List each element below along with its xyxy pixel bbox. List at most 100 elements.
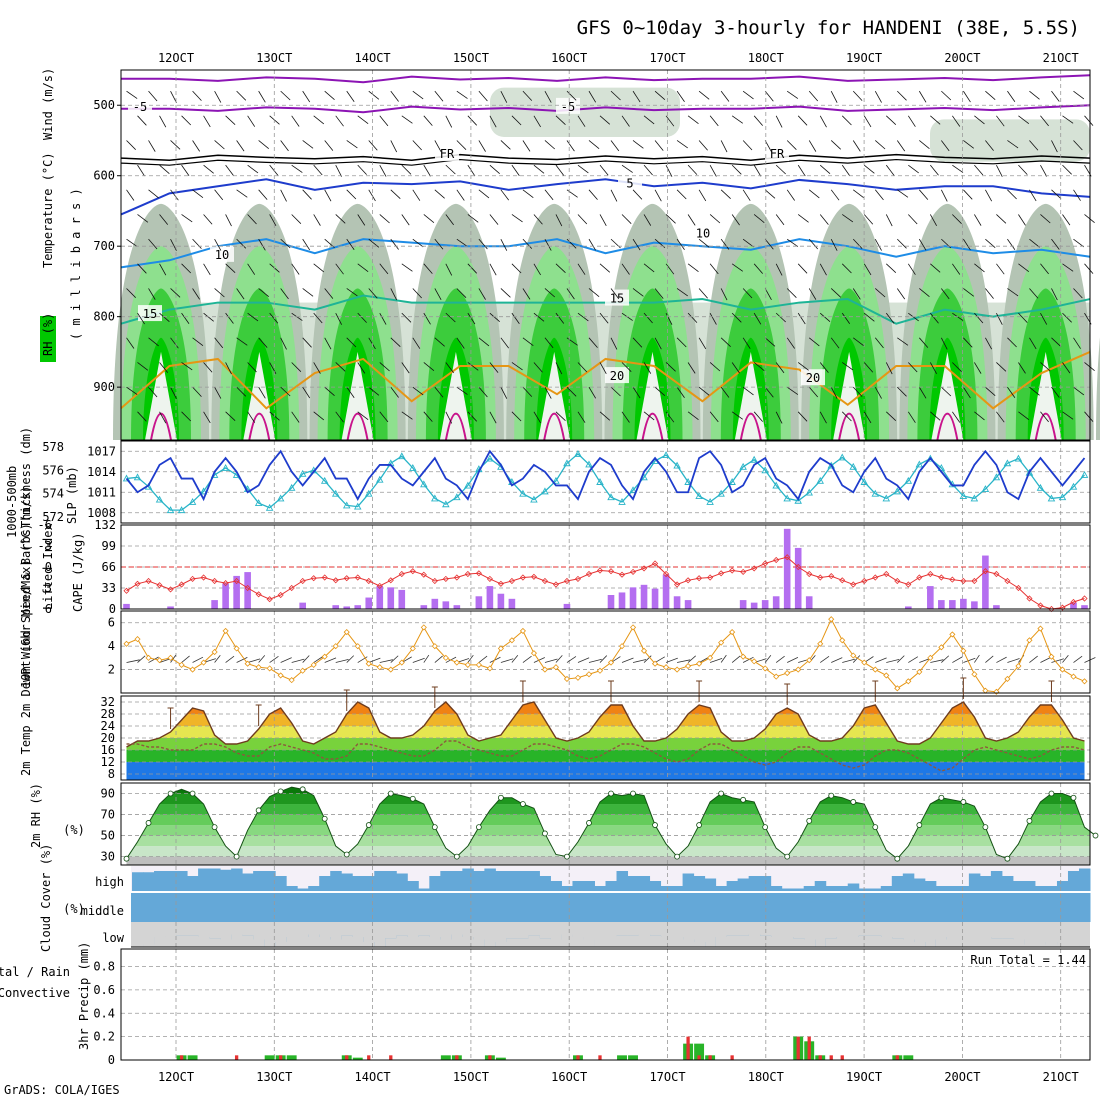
wind-barb: [941, 140, 950, 152]
cloud-bar: [1012, 893, 1025, 922]
temp-band: [126, 750, 1085, 762]
wind-barb: [753, 411, 763, 422]
thickness-point: [882, 494, 891, 502]
rh-point: [321, 815, 328, 822]
wind-barb: [126, 90, 138, 99]
lifted-index-point: [178, 581, 185, 588]
wind-barb: [225, 362, 232, 375]
wind-barb: [148, 90, 158, 102]
cloud-bar: [979, 876, 992, 891]
cloud-bar: [693, 893, 706, 922]
rh-point: [277, 788, 284, 795]
wind-barb: [456, 337, 465, 349]
cloud-low-bar: [836, 937, 849, 947]
cloud-bar: [616, 893, 629, 922]
cloud-bar: [385, 893, 397, 922]
wind-barb: [203, 115, 211, 128]
thickness-point: [761, 466, 769, 474]
lifted-index-point: [651, 560, 659, 567]
wind-barb: [335, 263, 344, 275]
thickness-point: [838, 453, 847, 461]
lifted-index-point: [211, 577, 218, 585]
cloud-low-bar: [407, 937, 419, 947]
wind-barb: [170, 337, 179, 349]
thickness-point: [221, 464, 230, 471]
wind-barb: [203, 312, 214, 322]
wind-barb: [379, 164, 387, 177]
wind-barb: [225, 263, 236, 273]
cape-bar: [761, 600, 769, 609]
wind-barb-10m: [731, 655, 741, 663]
wind-barb: [1051, 189, 1062, 199]
lifted-index-point: [662, 570, 670, 578]
wind-barb: [379, 214, 390, 224]
wind-barb: [1040, 362, 1051, 372]
wind-barb: [478, 238, 488, 250]
wind-speed-point: [222, 627, 229, 634]
wind-barb: [346, 90, 355, 103]
pressure-tick-label: 700: [93, 239, 115, 253]
wind-barb: [247, 411, 256, 423]
wind-barb: [1073, 337, 1081, 349]
cloud-bar: [176, 893, 188, 922]
wind-barb: [1051, 386, 1060, 398]
wind-barb: [599, 362, 607, 375]
wind-barb: [786, 238, 799, 247]
bottom-date-label: 14OCT: [355, 1070, 391, 1084]
rh-tick-label: 30: [101, 850, 115, 864]
wind-barb: [1029, 288, 1039, 299]
wind-barb: [478, 189, 490, 199]
wind-barb-10m: [764, 654, 772, 663]
wind-speed-point: [552, 664, 560, 671]
wind-barb: [170, 238, 177, 251]
cloud-low-bar: [660, 937, 673, 947]
wind-barb: [632, 337, 643, 348]
wind-barb: [621, 214, 632, 224]
rh2m-panel: 30 50 70 90 (%): [63, 782, 1099, 866]
cloud-bar: [957, 893, 970, 922]
wind-barb: [357, 115, 369, 124]
bottom-date-label: 18OCT: [748, 1070, 784, 1084]
wind-barb: [181, 312, 190, 325]
wind-barb: [698, 238, 710, 248]
lifted-index-point: [266, 596, 273, 603]
wind-barb: [775, 214, 785, 226]
cape-bar: [750, 602, 758, 609]
wind-barb: [764, 140, 772, 153]
lifted-index-point: [751, 565, 758, 572]
wind-barb: [996, 411, 1005, 423]
wind-axis-label: Wind (m/s): [41, 68, 55, 140]
wind-barb: [985, 140, 994, 151]
lifted-tick-label: 6: [45, 602, 52, 616]
dry-core: [439, 351, 472, 440]
wind-barb: [885, 214, 893, 227]
wind-barb: [786, 337, 795, 349]
wind-speed-point: [167, 654, 174, 661]
wind-barb: [842, 214, 854, 223]
wind-barb-10m: [908, 656, 919, 663]
rh-tick-label: 90: [101, 787, 115, 801]
wind-barb: [434, 238, 444, 250]
wind-barb: [775, 115, 783, 128]
cloud-bar: [803, 893, 816, 922]
wind-barb-10m: [181, 655, 190, 663]
thickness-point: [816, 476, 824, 484]
wind10m-axis-label: 10m Wind Speed & Barbs (m/s): [19, 486, 33, 688]
wind-barb: [985, 288, 994, 299]
wind-barb: [775, 263, 783, 276]
wind-barb: [930, 115, 941, 125]
cloud-bar: [814, 881, 827, 891]
precip-total-bar: [286, 1055, 297, 1060]
wind-barb: [467, 164, 476, 177]
wind-barb: [368, 238, 380, 248]
wind-barb: [786, 288, 797, 298]
lifted-index-point: [960, 577, 967, 585]
thickness-point: [519, 489, 527, 497]
cape-tick-label: 66: [102, 560, 116, 574]
cloud-low-bar: [583, 939, 595, 947]
wind-speed-point: [674, 666, 681, 673]
dry-core: [833, 351, 866, 440]
thickness-tick-label: 576: [42, 463, 64, 477]
wind-barb: [456, 189, 465, 201]
wind-barb: [467, 312, 476, 325]
